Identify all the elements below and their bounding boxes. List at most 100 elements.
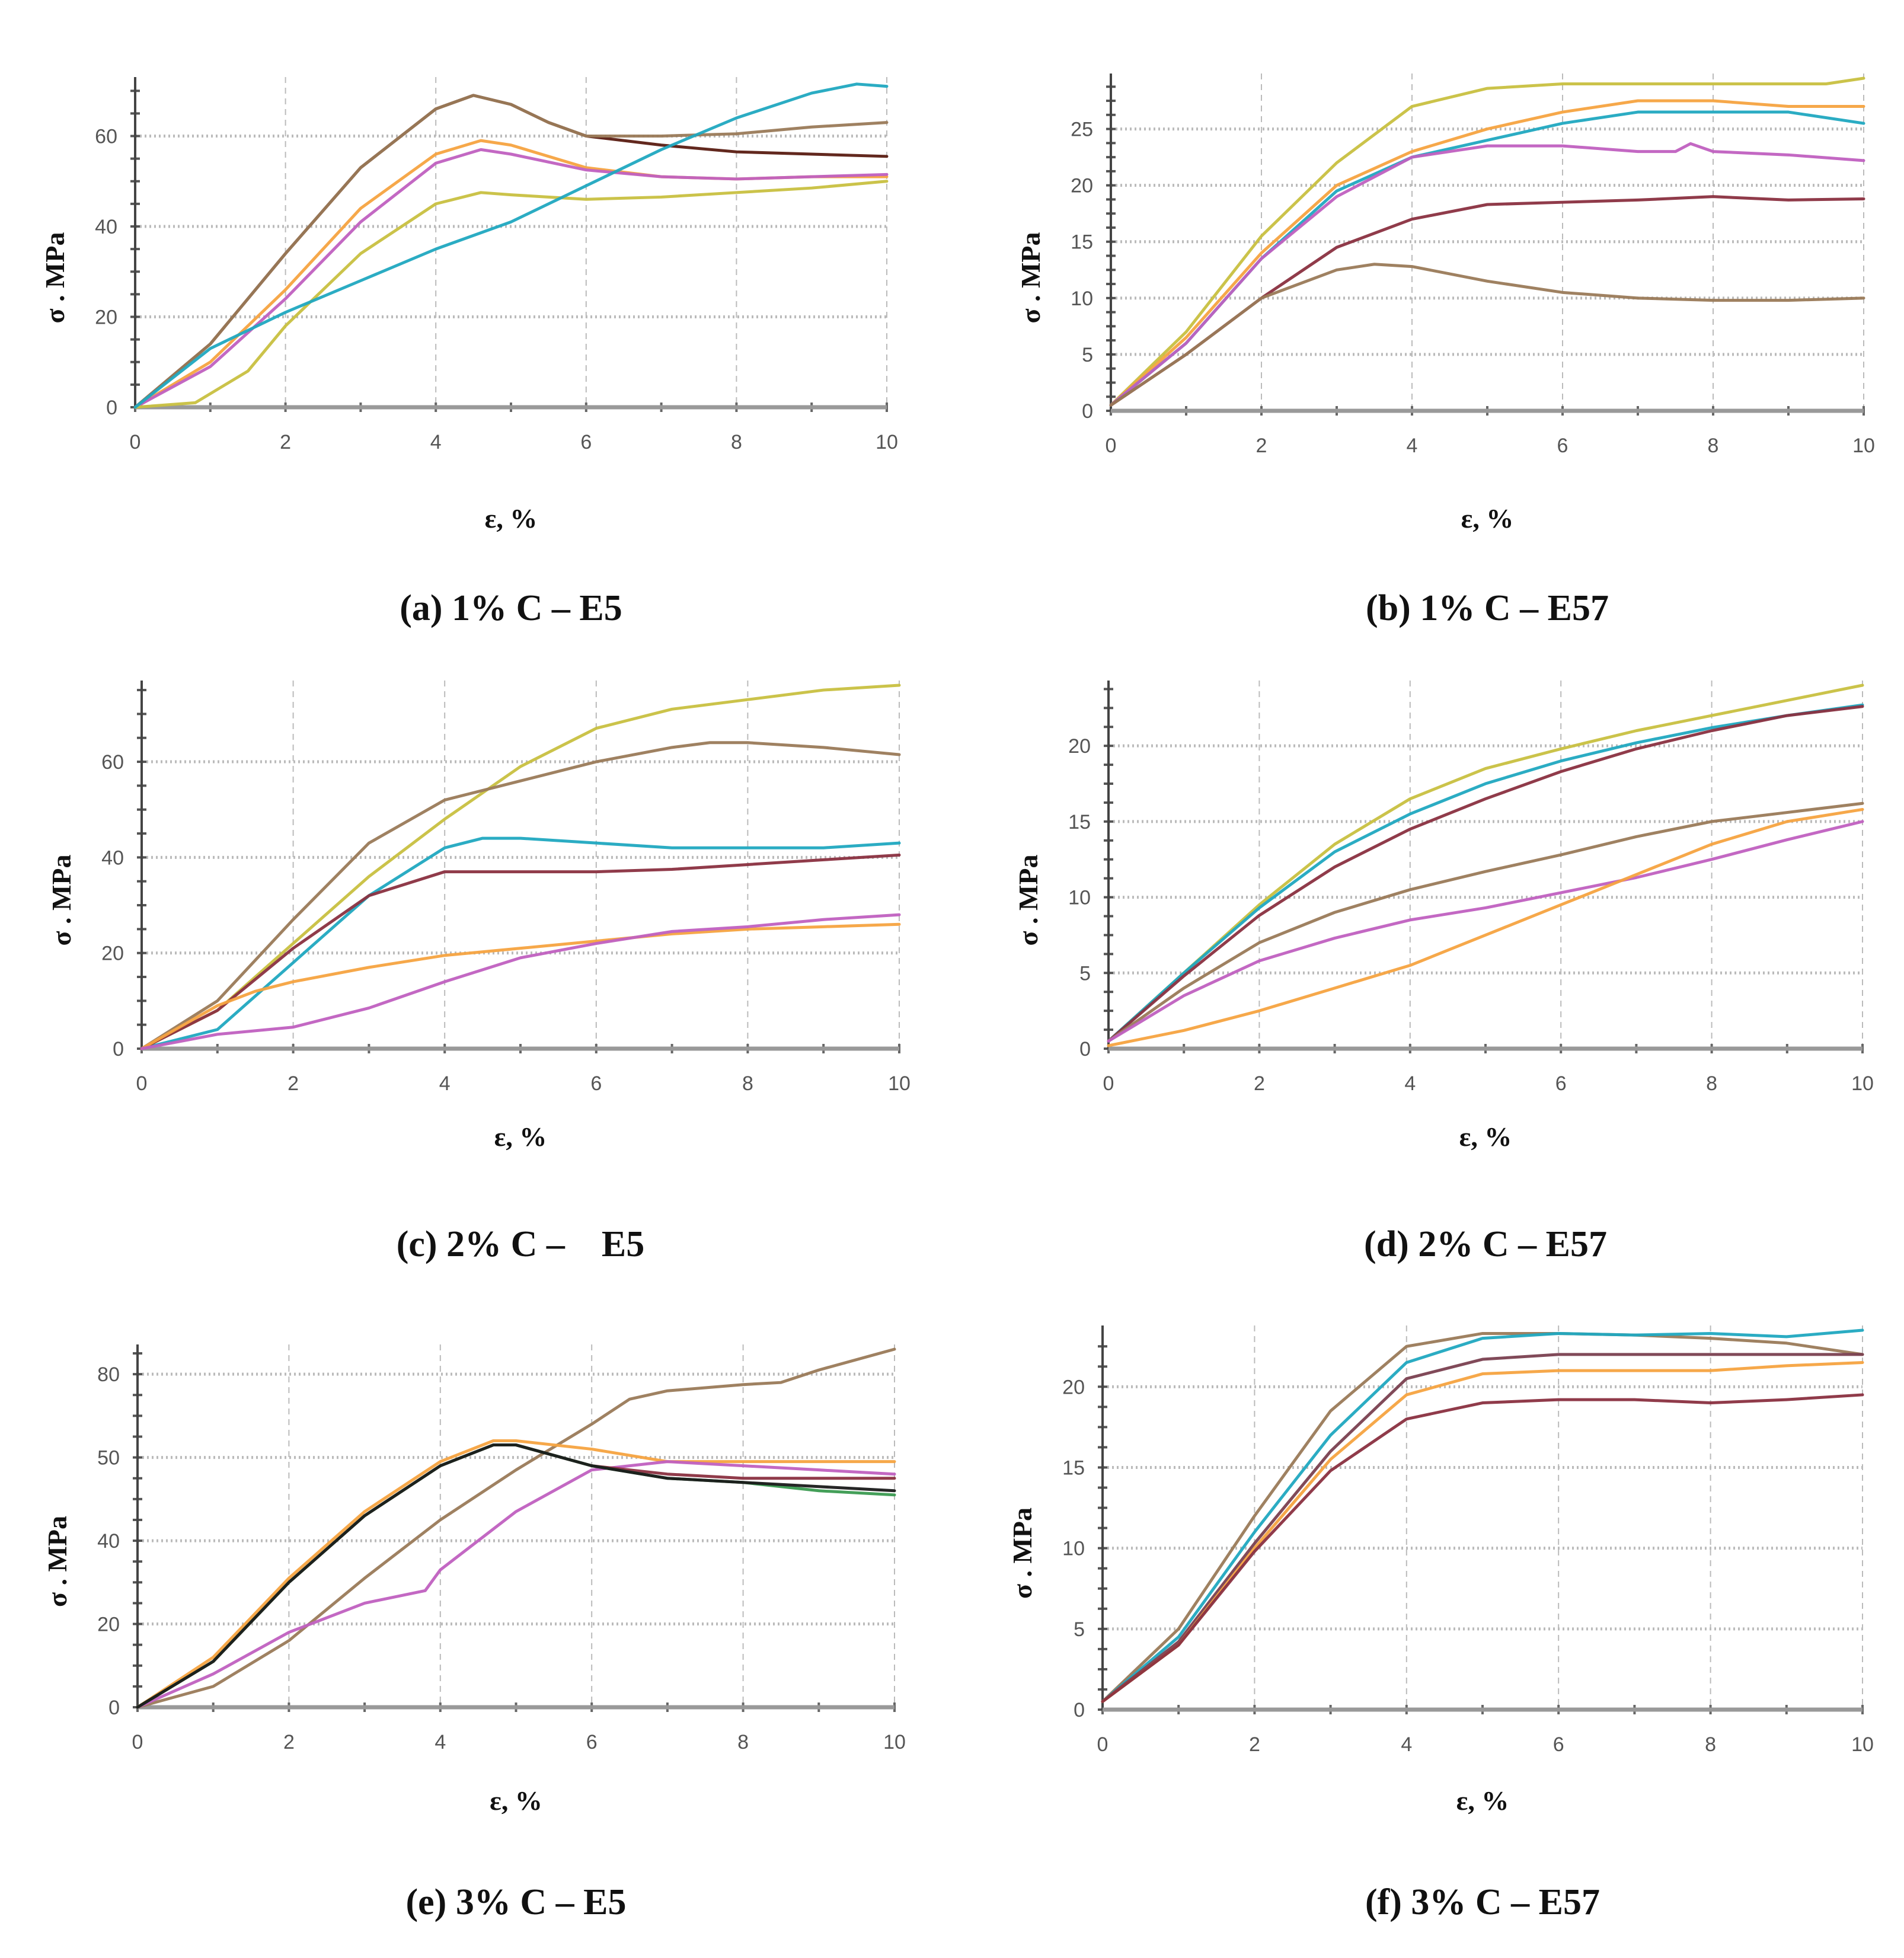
y-tick-label: 20 (1062, 1376, 1085, 1398)
y-tick-label: 15 (1071, 231, 1093, 254)
series-line-orange (140, 922, 901, 1050)
series-line-cyan (1101, 1328, 1864, 1703)
panel-caption: (c) 2% C – E5 (397, 1224, 644, 1264)
y-axis-label: σ . MPa (1013, 854, 1043, 946)
x-tick-label: 2 (283, 1731, 295, 1753)
x-tick-label: 2 (1256, 435, 1267, 457)
x-tick-label: 10 (1851, 1733, 1874, 1756)
series-line-cyan (1107, 703, 1864, 1043)
series-line-magenta (136, 1460, 896, 1709)
series-line-orange (133, 139, 889, 409)
x-axis-label: ε, % (1459, 1122, 1512, 1152)
x-tick-label: 10 (876, 431, 898, 453)
series-line-orange (136, 1439, 896, 1709)
chart-panel-b: 0 2 4 6 8 10 0 5 10 15 20 25 σ . MPa ε, % (b) 1% C – E… (1015, 74, 1875, 628)
x-tick-label: 4 (1407, 435, 1418, 457)
x-axis-label: ε, % (485, 503, 538, 534)
y-tick-label: 15 (1062, 1456, 1085, 1479)
x-tick-label: 0 (1097, 1733, 1108, 1756)
x-tick-label: 2 (1254, 1072, 1265, 1095)
y-axis-label: σ . MPa (42, 1516, 72, 1607)
series-line-dark-red (1101, 1393, 1864, 1703)
y-tick-label: 0 (113, 1038, 124, 1061)
x-tick-label: 4 (1401, 1733, 1412, 1756)
series-line-cyan (140, 836, 901, 1050)
series-line-olive (133, 180, 889, 409)
x-axis-label: ε, % (494, 1122, 547, 1152)
series-line-black (136, 1443, 896, 1709)
y-tick-label: 40 (95, 216, 117, 238)
x-tick-label: 4 (439, 1072, 451, 1095)
series-line-brown (136, 1347, 896, 1709)
x-tick-label: 8 (1705, 1733, 1716, 1756)
panel-caption: (f) 3% C – E57 (1365, 1882, 1600, 1922)
y-tick-label: 5 (1074, 1618, 1085, 1641)
y-tick-label: 60 (101, 751, 124, 774)
chart-panel-f: 0 2 4 6 8 10 0 5 10 15 20 σ . MPa ε, % (f) 3% C – E57 (1007, 1325, 1874, 1922)
panel-caption: (a) 1% C – E5 (400, 588, 622, 628)
x-tick-label: 10 (888, 1072, 911, 1095)
y-tick-label: 20 (95, 306, 117, 329)
series-line-purple-brown (1101, 1353, 1864, 1703)
x-tick-label: 2 (280, 431, 291, 453)
series-line-magenta (133, 148, 889, 409)
x-tick-label: 8 (742, 1072, 753, 1095)
x-tick-label: 2 (1249, 1733, 1260, 1756)
x-tick-label: 4 (435, 1731, 446, 1753)
series-line-olive (1109, 76, 1865, 407)
x-tick-label: 10 (1851, 1072, 1874, 1095)
x-tick-label: 0 (136, 1072, 148, 1095)
y-tick-label: 5 (1079, 962, 1091, 985)
x-axis-label: ε, % (1456, 1785, 1509, 1816)
series-line-cyan (1109, 110, 1865, 407)
y-tick-label: 50 (97, 1447, 120, 1470)
x-axis-label: ε, % (490, 1785, 542, 1816)
x-tick-label: 8 (1708, 435, 1719, 457)
series-line-olive (1107, 683, 1864, 1043)
x-tick-label: 2 (287, 1072, 299, 1095)
panel-caption: (d) 2% C – E57 (1364, 1224, 1607, 1264)
series-line-dark-red (140, 853, 901, 1050)
y-tick-label: 20 (97, 1614, 120, 1636)
series-line-brown (1101, 1331, 1864, 1703)
x-tick-label: 8 (1706, 1072, 1717, 1095)
y-tick-label: 80 (97, 1363, 120, 1386)
x-tick-label: 10 (883, 1731, 906, 1753)
y-axis-label: σ . MPa (40, 232, 70, 323)
chart-panel-c: 0 2 4 6 8 10 0 20 40 60 σ . MPa ε, % (c) 2% C – E5 (46, 681, 911, 1264)
series-line-brown (133, 94, 889, 409)
y-axis-label: σ . MPa (46, 854, 76, 946)
x-tick-label: 4 (430, 431, 442, 453)
x-tick-label: 0 (132, 1731, 143, 1753)
panel-caption: (b) 1% C – E57 (1366, 588, 1609, 628)
y-tick-label: 40 (97, 1530, 120, 1553)
x-tick-label: 0 (1106, 435, 1117, 457)
x-tick-label: 6 (1553, 1733, 1564, 1756)
chart-panel-d: 0 2 4 6 8 10 0 5 10 15 20 σ . MPa ε, % (d) 2% C – E57 (1013, 681, 1874, 1264)
series-line-magenta (140, 913, 901, 1050)
x-tick-label: 6 (1557, 435, 1568, 457)
x-tick-label: 6 (586, 1731, 598, 1753)
y-tick-label: 10 (1071, 288, 1093, 310)
series-line-dark-brown (133, 94, 889, 409)
y-axis-label: σ . MPa (1007, 1507, 1037, 1599)
y-tick-label: 60 (95, 126, 117, 148)
y-tick-label: 0 (1079, 1038, 1091, 1061)
x-tick-label: 6 (580, 431, 592, 453)
series-line-magenta (1107, 820, 1864, 1043)
x-tick-label: 8 (731, 431, 742, 453)
y-tick-label: 20 (1068, 735, 1091, 758)
x-tick-label: 8 (737, 1731, 749, 1753)
panel-caption: (e) 3% C – E5 (406, 1882, 627, 1922)
y-tick-label: 40 (101, 847, 124, 869)
y-axis-label: σ . MPa (1015, 232, 1046, 323)
x-tick-label: 10 (1852, 435, 1875, 457)
y-tick-label: 10 (1068, 887, 1091, 909)
series-line-olive (140, 683, 901, 1050)
y-tick-label: 10 (1062, 1538, 1085, 1560)
series-line-cyan (133, 82, 889, 409)
y-tick-label: 20 (101, 943, 124, 965)
x-tick-label: 4 (1404, 1072, 1416, 1095)
